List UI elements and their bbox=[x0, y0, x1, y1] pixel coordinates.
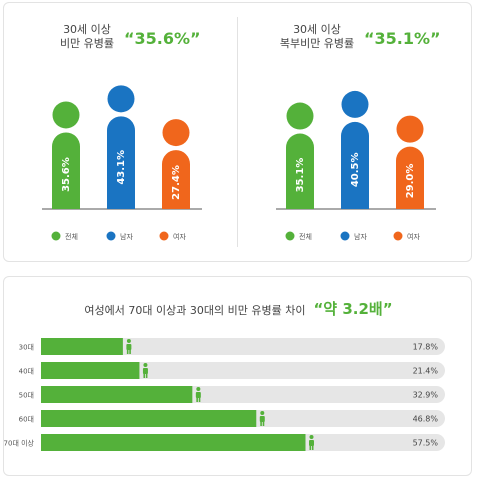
age-chart: 30대 17.8% 40대 21.4% 50대 32.9% 60대 46.8% 70대 이상 57… bbox=[4, 338, 445, 451]
obesity-title: 30세 이상 비만 유병률 bbox=[52, 23, 122, 51]
age-row-label-4: 60대 bbox=[19, 416, 34, 424]
obesity-legend-label-3: 여자 bbox=[173, 232, 186, 241]
abdominal-chart: 35.1% 전체 40.5% 남자 29.0% 여자 bbox=[276, 90, 436, 241]
abdominal-panel: 30세 이상 복부비만 유병률 “35.1%” 35.1% 전체 40.5% 남자 29… bbox=[238, 3, 472, 263]
age-row-bar-5 bbox=[41, 434, 306, 451]
person-icon-2 bbox=[142, 363, 148, 378]
abdominal-bar-3 bbox=[396, 146, 424, 209]
obesity-value-label-3: 27.4% bbox=[171, 165, 182, 200]
abdominal-legend-label-3: 여자 bbox=[407, 232, 420, 241]
obesity-legend-dot-3 bbox=[159, 231, 169, 241]
obesity-bar-1 bbox=[52, 132, 80, 209]
obesity-value-label-1: 35.6% bbox=[61, 157, 72, 192]
person-icon-3 bbox=[195, 387, 201, 402]
bottom-card: 여성에서 70대 이상과 30대의 비만 유병률 차이 “약 3.2배” 30대 1… bbox=[3, 276, 472, 476]
age-row-bar-1 bbox=[41, 338, 123, 355]
obesity-bar-3 bbox=[162, 150, 191, 209]
top-card: 30세 이상 비만 유병률 “35.6%” 35.6% 전체 43.1% 남자 27.4… bbox=[3, 2, 472, 262]
age-row-label-5: 70대 이상 bbox=[4, 439, 35, 448]
abdominal-bar-1 bbox=[286, 133, 314, 209]
age-chart-title-row: 여성에서 70대 이상과 30대의 비만 유병률 차이 “약 3.2배” bbox=[4, 298, 473, 319]
obesity-title-line-1: 30세 이상 bbox=[63, 23, 111, 36]
abdominal-highlight: “35.1%” bbox=[364, 29, 441, 48]
age-row-track-2 bbox=[41, 362, 445, 379]
abdominal-value-label-3: 29.0% bbox=[405, 164, 416, 199]
person-icon-1 bbox=[126, 339, 132, 354]
obesity-legend-dot-1 bbox=[51, 231, 61, 241]
obesity-highlight: “35.6%” bbox=[124, 29, 201, 48]
obesity-panel: 30세 이상 비만 유병률 “35.6%” 35.6% 전체 43.1% 남자 27.4… bbox=[4, 3, 238, 263]
obesity-head-1 bbox=[52, 101, 80, 129]
age-row-bar-4 bbox=[41, 410, 257, 427]
abdominal-title-line-2: 복부비만 유병률 bbox=[279, 37, 355, 50]
age-chart-title: 여성에서 70대 이상과 30대의 비만 유병률 차이 bbox=[84, 304, 306, 317]
abdominal-title: 30세 이상 복부비만 유병률 bbox=[272, 23, 362, 51]
abdominal-legend-label-1: 전체 bbox=[299, 232, 312, 241]
abdominal-head-2 bbox=[341, 90, 369, 118]
age-row-label-2: 40대 bbox=[19, 368, 34, 376]
abdominal-value-label-1: 35.1% bbox=[295, 158, 306, 193]
age-row-bar-3 bbox=[41, 386, 193, 403]
age-row-value-3: 32.9% bbox=[413, 391, 439, 400]
abdominal-head-3 bbox=[396, 115, 424, 143]
obesity-bar-2 bbox=[107, 116, 135, 209]
age-row-value-2: 21.4% bbox=[413, 367, 439, 376]
abdominal-bar-2 bbox=[341, 121, 369, 209]
age-row-bar-2 bbox=[41, 362, 140, 379]
abdominal-legend-dot-1 bbox=[285, 231, 295, 241]
panel-divider bbox=[237, 17, 238, 247]
age-chart-highlight: “약 3.2배” bbox=[313, 300, 393, 318]
obesity-head-3 bbox=[162, 119, 190, 147]
abdominal-legend-label-2: 남자 bbox=[354, 232, 367, 241]
abdominal-legend-dot-2 bbox=[340, 231, 350, 241]
obesity-legend-label-2: 남자 bbox=[120, 232, 133, 241]
age-row-label-3: 50대 bbox=[19, 392, 34, 400]
obesity-head-2 bbox=[107, 85, 135, 113]
person-icon-4 bbox=[259, 411, 265, 426]
age-row-label-1: 30대 bbox=[19, 344, 34, 352]
age-row-value-4: 46.8% bbox=[413, 415, 439, 424]
obesity-value-label-2: 43.1% bbox=[116, 150, 127, 185]
obesity-title-line-2: 비만 유병률 bbox=[59, 37, 115, 50]
obesity-legend-label-1: 전체 bbox=[65, 232, 78, 241]
age-row-value-1: 17.8% bbox=[413, 343, 439, 352]
abdominal-legend-dot-3 bbox=[393, 231, 403, 241]
age-row-track-1 bbox=[41, 338, 445, 355]
abdominal-title-line-1: 30세 이상 bbox=[293, 23, 341, 36]
obesity-chart: 35.6% 전체 43.1% 남자 27.4% 여자 bbox=[42, 85, 202, 241]
age-row-value-5: 57.5% bbox=[413, 439, 439, 448]
person-icon-5 bbox=[309, 435, 314, 450]
obesity-legend-dot-2 bbox=[106, 231, 116, 241]
abdominal-head-1 bbox=[286, 102, 314, 130]
abdominal-value-label-2: 40.5% bbox=[350, 152, 361, 187]
